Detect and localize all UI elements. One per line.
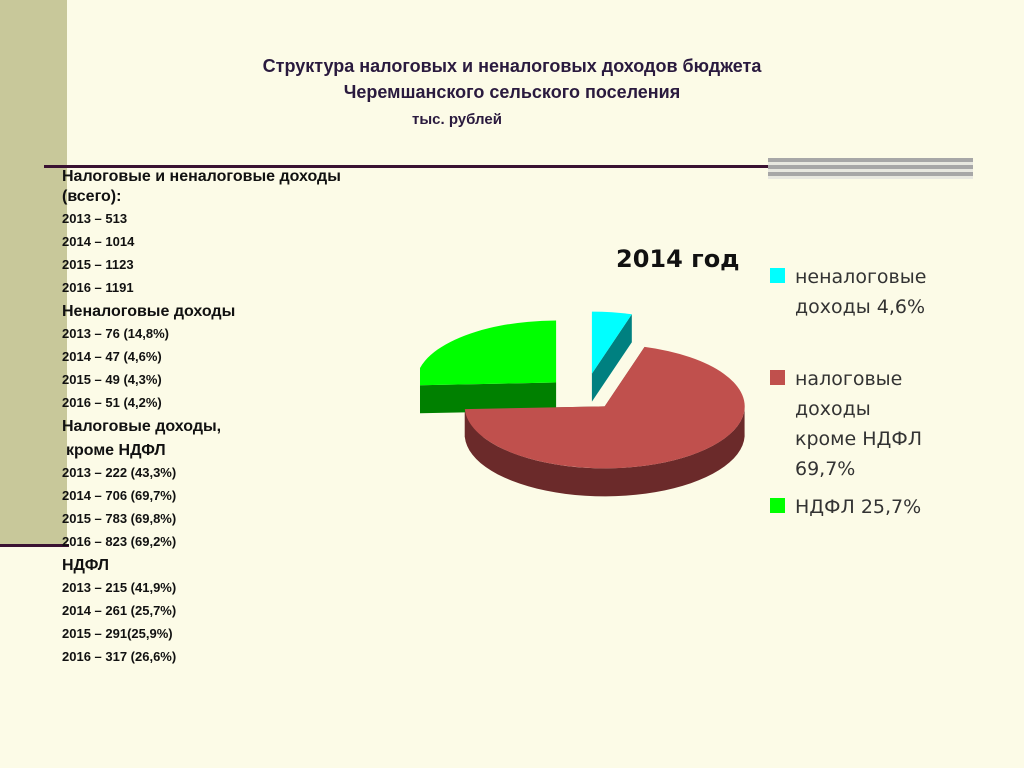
legend-item-ndfl: НДФЛ 25,7% xyxy=(770,492,1020,522)
section-heading-nontax: Неналоговые доходы xyxy=(62,303,236,320)
stat-row: 2016 – 51 (4,2%) xyxy=(62,395,162,410)
stat-row: 2014 – 1014 xyxy=(62,234,135,249)
pie-slice-wall-0-1 xyxy=(591,314,632,402)
stat-row: 2013 – 215 (41,9%) xyxy=(62,580,177,595)
legend-item-nontax: неналоговые доходы 4,6% xyxy=(770,262,1020,322)
slide-title: Структура налоговых и неналоговых доходо… xyxy=(150,53,874,105)
chart-legend: неналоговые доходы 4,6% налоговые доходы… xyxy=(770,262,1020,522)
stat-row: 2015 – 291(25,9%) xyxy=(62,626,173,641)
striped-decor xyxy=(768,158,973,179)
stat-row: 2016 – 1191 xyxy=(62,280,134,295)
stat-row: 2013 – 222 (43,3%) xyxy=(62,465,177,480)
stat-row: 2013 – 513 xyxy=(62,211,128,226)
section-heading-ndfl: НДФЛ xyxy=(62,557,110,574)
left-divider-line xyxy=(0,544,69,547)
legend-text: неналоговые xyxy=(795,266,927,288)
pie-slice-side-1 xyxy=(464,403,745,497)
chart-title: 2014 год xyxy=(616,245,740,273)
stat-row: 2014 – 706 (69,7%) xyxy=(62,488,177,503)
stat-row: 2013 – 76 (14,8%) xyxy=(62,326,169,341)
stat-row: 2016 – 317 (26,6%) xyxy=(62,649,177,664)
pie-slice-0 xyxy=(591,311,632,374)
legend-swatch-ndfl xyxy=(770,498,785,513)
legend-text: доходы 4,6% xyxy=(795,296,926,318)
stats-panel: Налоговые и неналоговые доходы (всего): … xyxy=(62,167,362,668)
pie-chart xyxy=(420,311,745,497)
stat-row: 2014 – 261 (25,7%) xyxy=(62,603,177,618)
stat-row: 2015 – 49 (4,3%) xyxy=(62,372,162,387)
legend-text: налоговые xyxy=(795,368,903,390)
legend-text: доходы xyxy=(795,398,871,420)
stat-row: 2015 – 783 (69,8%) xyxy=(62,511,177,526)
legend-swatch-tax xyxy=(770,370,785,385)
title-line-1: Структура налоговых и неналоговых доходо… xyxy=(262,56,762,76)
left-decor-band xyxy=(0,0,67,546)
legend-text: 69,7% xyxy=(795,458,856,480)
pie-slice-2 xyxy=(420,320,557,386)
legend-item-tax: налоговые доходы кроме НДФЛ 69,7% xyxy=(770,364,1020,484)
section-heading-total: Налоговые и неналоговые доходы (всего): xyxy=(62,168,341,205)
title-line-2: Черемшанского сельского поселения xyxy=(343,82,681,102)
legend-swatch-nontax xyxy=(770,268,785,283)
pie-slice-1 xyxy=(464,346,745,469)
section-heading-tax: Налоговые доходы, xyxy=(62,418,222,435)
stat-row: 2015 – 1123 xyxy=(62,257,134,272)
pie-slice-wall-2-0 xyxy=(420,382,557,414)
legend-text: кроме НДФЛ xyxy=(795,428,922,450)
top-divider-line xyxy=(44,165,768,168)
legend-text: НДФЛ 25,7% xyxy=(795,496,922,518)
stat-row: 2016 – 823 (69,2%) xyxy=(62,534,177,549)
section-heading-tax-2: кроме НДФЛ xyxy=(66,442,166,459)
unit-label: тыс. рублей xyxy=(412,111,502,128)
stat-row: 2014 – 47 (4,6%) xyxy=(62,349,162,364)
